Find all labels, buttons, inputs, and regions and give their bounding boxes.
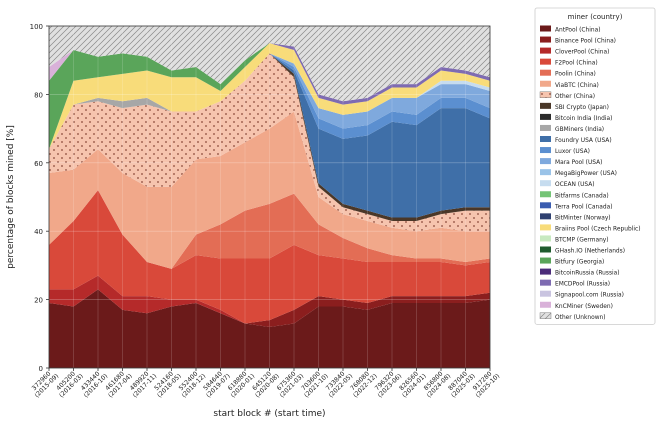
x-axis-label: start block # (start time) — [213, 409, 325, 419]
legend-swatch-poolin-china — [540, 69, 551, 76]
y-tick-label: 0 — [39, 365, 43, 373]
legend-swatch-emcdpool-russia — [540, 279, 551, 286]
legend-label-poolin-china: Poolin (China) — [555, 72, 596, 78]
legend-swatch-luxor-usa — [540, 147, 551, 154]
y-tick-label: 60 — [34, 160, 43, 168]
y-tick-label: 20 — [34, 297, 43, 305]
legend-swatch-antpool-china — [540, 25, 551, 32]
legend-label-bitminter-norway: BitMinter (Norway) — [555, 215, 611, 221]
x-tick-label: 826560(2024-01) — [398, 370, 427, 399]
legend-label-other-china: Other (China) — [555, 94, 595, 100]
legend-swatch-bitfury-georgia — [540, 257, 551, 264]
legend-swatch-kncminer-sweden — [540, 301, 551, 308]
legend-label-viabtc-china: ViaBTC (China) — [555, 83, 599, 89]
legend-label-bitcoin-india-india: Bitcoin India (India) — [555, 116, 612, 122]
series-area-mara-pool-usa — [49, 53, 490, 150]
x-tick-label: 461680(2017-04) — [104, 370, 133, 399]
x-tick-label: 733840(2022-05) — [325, 370, 354, 399]
legend-box — [534, 7, 656, 325]
legend-swatch-cloverpool-china — [540, 47, 551, 54]
legend-label-terra-pool-canada: Terra Pool (Canada) — [554, 204, 613, 210]
legend-label-luxor-usa: Luxor (USA) — [555, 149, 590, 155]
x-tick-label: 552400(2018-12) — [178, 370, 207, 399]
x-tick-label: 405200(2016-03) — [55, 370, 84, 399]
legend-swatch-terra-pool-canada — [540, 202, 551, 209]
x-tick-label: 433440(2016-10) — [80, 370, 109, 399]
series-area-braiins-pool-czech-republic — [49, 43, 490, 150]
legend-swatch-bitcoinrussia-russia — [540, 268, 551, 275]
y-tick-label: 100 — [30, 23, 43, 31]
legend-label-megabigpower-usa: MegaBigPower (USA) — [555, 171, 617, 177]
legend-label-f2pool-china: F2Pool (China) — [555, 61, 598, 67]
legend-swatch-gbminers-india — [540, 124, 551, 131]
x-tick-label: 645120(2020-08) — [251, 370, 280, 399]
legend-swatch-sbi-crypto-japan — [540, 102, 551, 109]
legend-label-bitcoinrussia-russia: BitcoinRussia (Russia) — [555, 271, 620, 277]
legend-swatch-bitcoin-india-india — [540, 113, 551, 120]
x-tick-label: 796320(2023-06) — [374, 370, 403, 399]
legend-swatch-ghash-io-netherlands — [540, 246, 551, 253]
series-area-f2pool-china — [49, 190, 490, 324]
legend-label-ocean-usa: OCEAN (USA) — [555, 182, 595, 188]
series-area-antpool-china — [49, 289, 490, 368]
x-tick-label: 584640(2019-07) — [202, 370, 231, 399]
legend-label-sbi-crypto-japan: SBI Crypto (Japan) — [555, 105, 609, 111]
legend-label-btcmp-germany: BTCMP (Germany) — [555, 237, 609, 243]
legend-swatch-bitfarms-canada — [540, 191, 551, 198]
legend-swatch-braiins-pool-czech-republic — [540, 224, 551, 231]
series-area-foundry-usa-usa — [49, 53, 490, 218]
legend-label-binance-pool-china: Binance Pool (China) — [555, 39, 616, 45]
legend-title: miner (country) — [568, 13, 623, 21]
x-tick-label: 703600(2021-10) — [300, 370, 329, 399]
x-tick-label: 675360(2021-03) — [276, 370, 305, 399]
y-tick-label: 80 — [34, 91, 43, 99]
legend-swatch-f2pool-china — [540, 58, 551, 65]
legend-swatch-viabtc-china — [540, 80, 551, 87]
x-tick-label: 887040(2025-03) — [447, 370, 476, 399]
legend-swatch-other-china — [539, 91, 552, 99]
y-tick-label: 40 — [34, 228, 43, 236]
x-tick-label: 856800(2024-08) — [423, 370, 452, 399]
x-tick-label: 524160(2018-05) — [153, 370, 182, 399]
series-area-other-china — [49, 53, 490, 232]
legend-swatch-bitminter-norway — [540, 213, 551, 220]
series-area-bitfury-georgia — [49, 43, 490, 150]
area-layer — [49, 26, 490, 368]
legend-label-antpool-china: AntPool (China) — [555, 28, 601, 34]
legend-label-emcdpool-russia: EMCDPool (Russia) — [555, 282, 610, 288]
legend-label-ghash-io-netherlands: GHash.IO (Netherlands) — [555, 249, 625, 255]
legend-label-mara-pool-usa: Mara Pool (USA) — [555, 160, 602, 166]
legend-swatch-mara-pool-usa — [540, 158, 551, 165]
legend-swatch-signapool-com-russia — [540, 290, 551, 297]
legend-label-signapool-com-russia: Signapool.com (Russia) — [555, 293, 624, 299]
y-axis-label: percentage of blocks mined [%] — [6, 125, 16, 269]
legend: miner (country) AntPool (China) Binance Po… — [534, 7, 656, 325]
legend-label-bitfarms-canada: Bitfarms (Canada) — [555, 193, 609, 199]
x-tick-label: 618880(2020-01) — [227, 370, 256, 399]
legend-swatch-btcmp-germany — [540, 235, 551, 242]
series-area-other-unknown — [49, 26, 490, 102]
legend-label-cloverpool-china: CloverPool (China) — [555, 50, 609, 56]
legend-label-kncminer-sweden: KnCMiner (Sweden) — [555, 304, 613, 310]
series-area-viabtc-china — [49, 111, 490, 269]
series-area-luxor-usa — [49, 53, 490, 150]
legend-label-braiins-pool-czech-republic: Braiins Pool (Czech Republic) — [555, 226, 641, 232]
legend-label-foundry-usa-usa: Foundry USA (USA) — [555, 138, 612, 144]
legend-label-gbminers-india: GBMiners (India) — [555, 127, 604, 133]
x-tick-label: 489920(2017-11) — [129, 370, 158, 399]
x-tick-label: 372960(2015-09) — [31, 370, 60, 399]
series-area-cloverpool-china — [49, 275, 490, 324]
legend-swatch-binance-pool-china — [540, 36, 551, 43]
legend-swatch-ocean-usa — [540, 180, 551, 187]
series-area-poolin-china — [49, 190, 490, 269]
x-tick-label: 768080(2022-12) — [349, 370, 378, 399]
x-tick-label: 917280(2025-10) — [472, 370, 501, 399]
legend-swatch-megabigpower-usa — [540, 169, 551, 176]
legend-swatch-foundry-usa-usa — [540, 136, 551, 142]
legend-label-other-unknown: Other (Unknown) — [555, 315, 606, 321]
legend-label-bitfury-georgia: Bitfury (Georgia) — [555, 260, 604, 266]
legend-swatch-other-unknown — [539, 312, 552, 319]
